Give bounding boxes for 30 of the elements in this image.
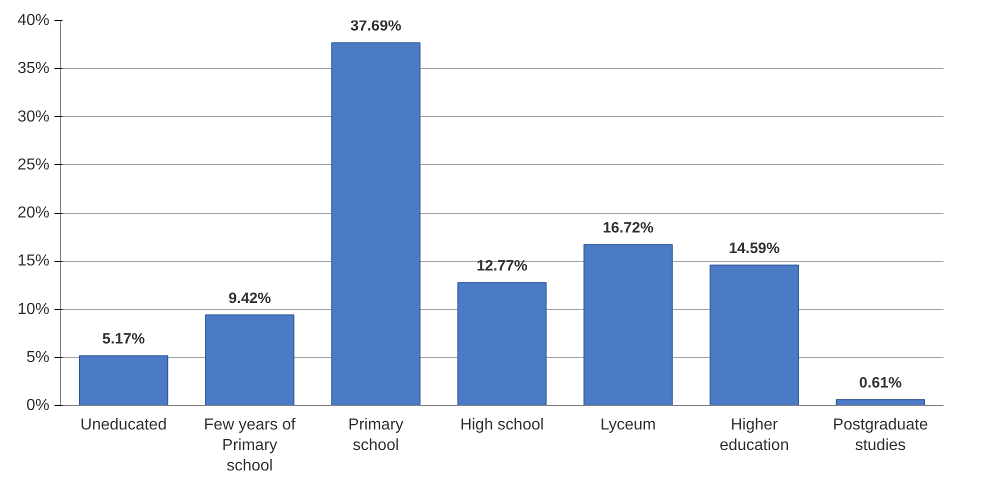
bar (205, 314, 294, 406)
bar (78, 355, 168, 406)
data-label: 14.59% (728, 240, 780, 258)
bar (457, 282, 547, 406)
x-tick-label: Uneducated (80, 416, 167, 434)
y-tick-label: 15% (17, 252, 50, 270)
y-tick-label: 25% (17, 156, 50, 174)
data-label: 0.61% (859, 374, 902, 392)
data-label: 12.77% (476, 258, 528, 275)
y-tick-label: 20% (17, 204, 50, 222)
x-tick-label: Few years of Primary school (204, 416, 296, 474)
bar (710, 264, 799, 406)
data-label: 16.72% (602, 220, 654, 237)
bar (836, 399, 926, 406)
y-tick-label: 35% (17, 60, 50, 78)
x-tick-label: Postgraduate studies (832, 416, 928, 454)
x-tick-label: High school (460, 416, 544, 434)
y-tick-label: 10% (17, 300, 50, 318)
y-tick-label: 30% (17, 108, 50, 126)
x-tick-label: Higher education (720, 416, 789, 454)
y-tick-label: 0% (26, 397, 50, 414)
x-tick-label: Lyceum (600, 416, 656, 434)
bar (331, 42, 421, 406)
data-label: 5.17% (102, 330, 145, 348)
y-tick-label: 5% (26, 348, 50, 366)
x-tick-label: Primary school (348, 416, 404, 454)
data-label: 37.69% (350, 18, 402, 35)
data-label: 9.42% (228, 290, 271, 307)
bar (583, 244, 673, 406)
y-tick-label: 40% (17, 12, 50, 29)
